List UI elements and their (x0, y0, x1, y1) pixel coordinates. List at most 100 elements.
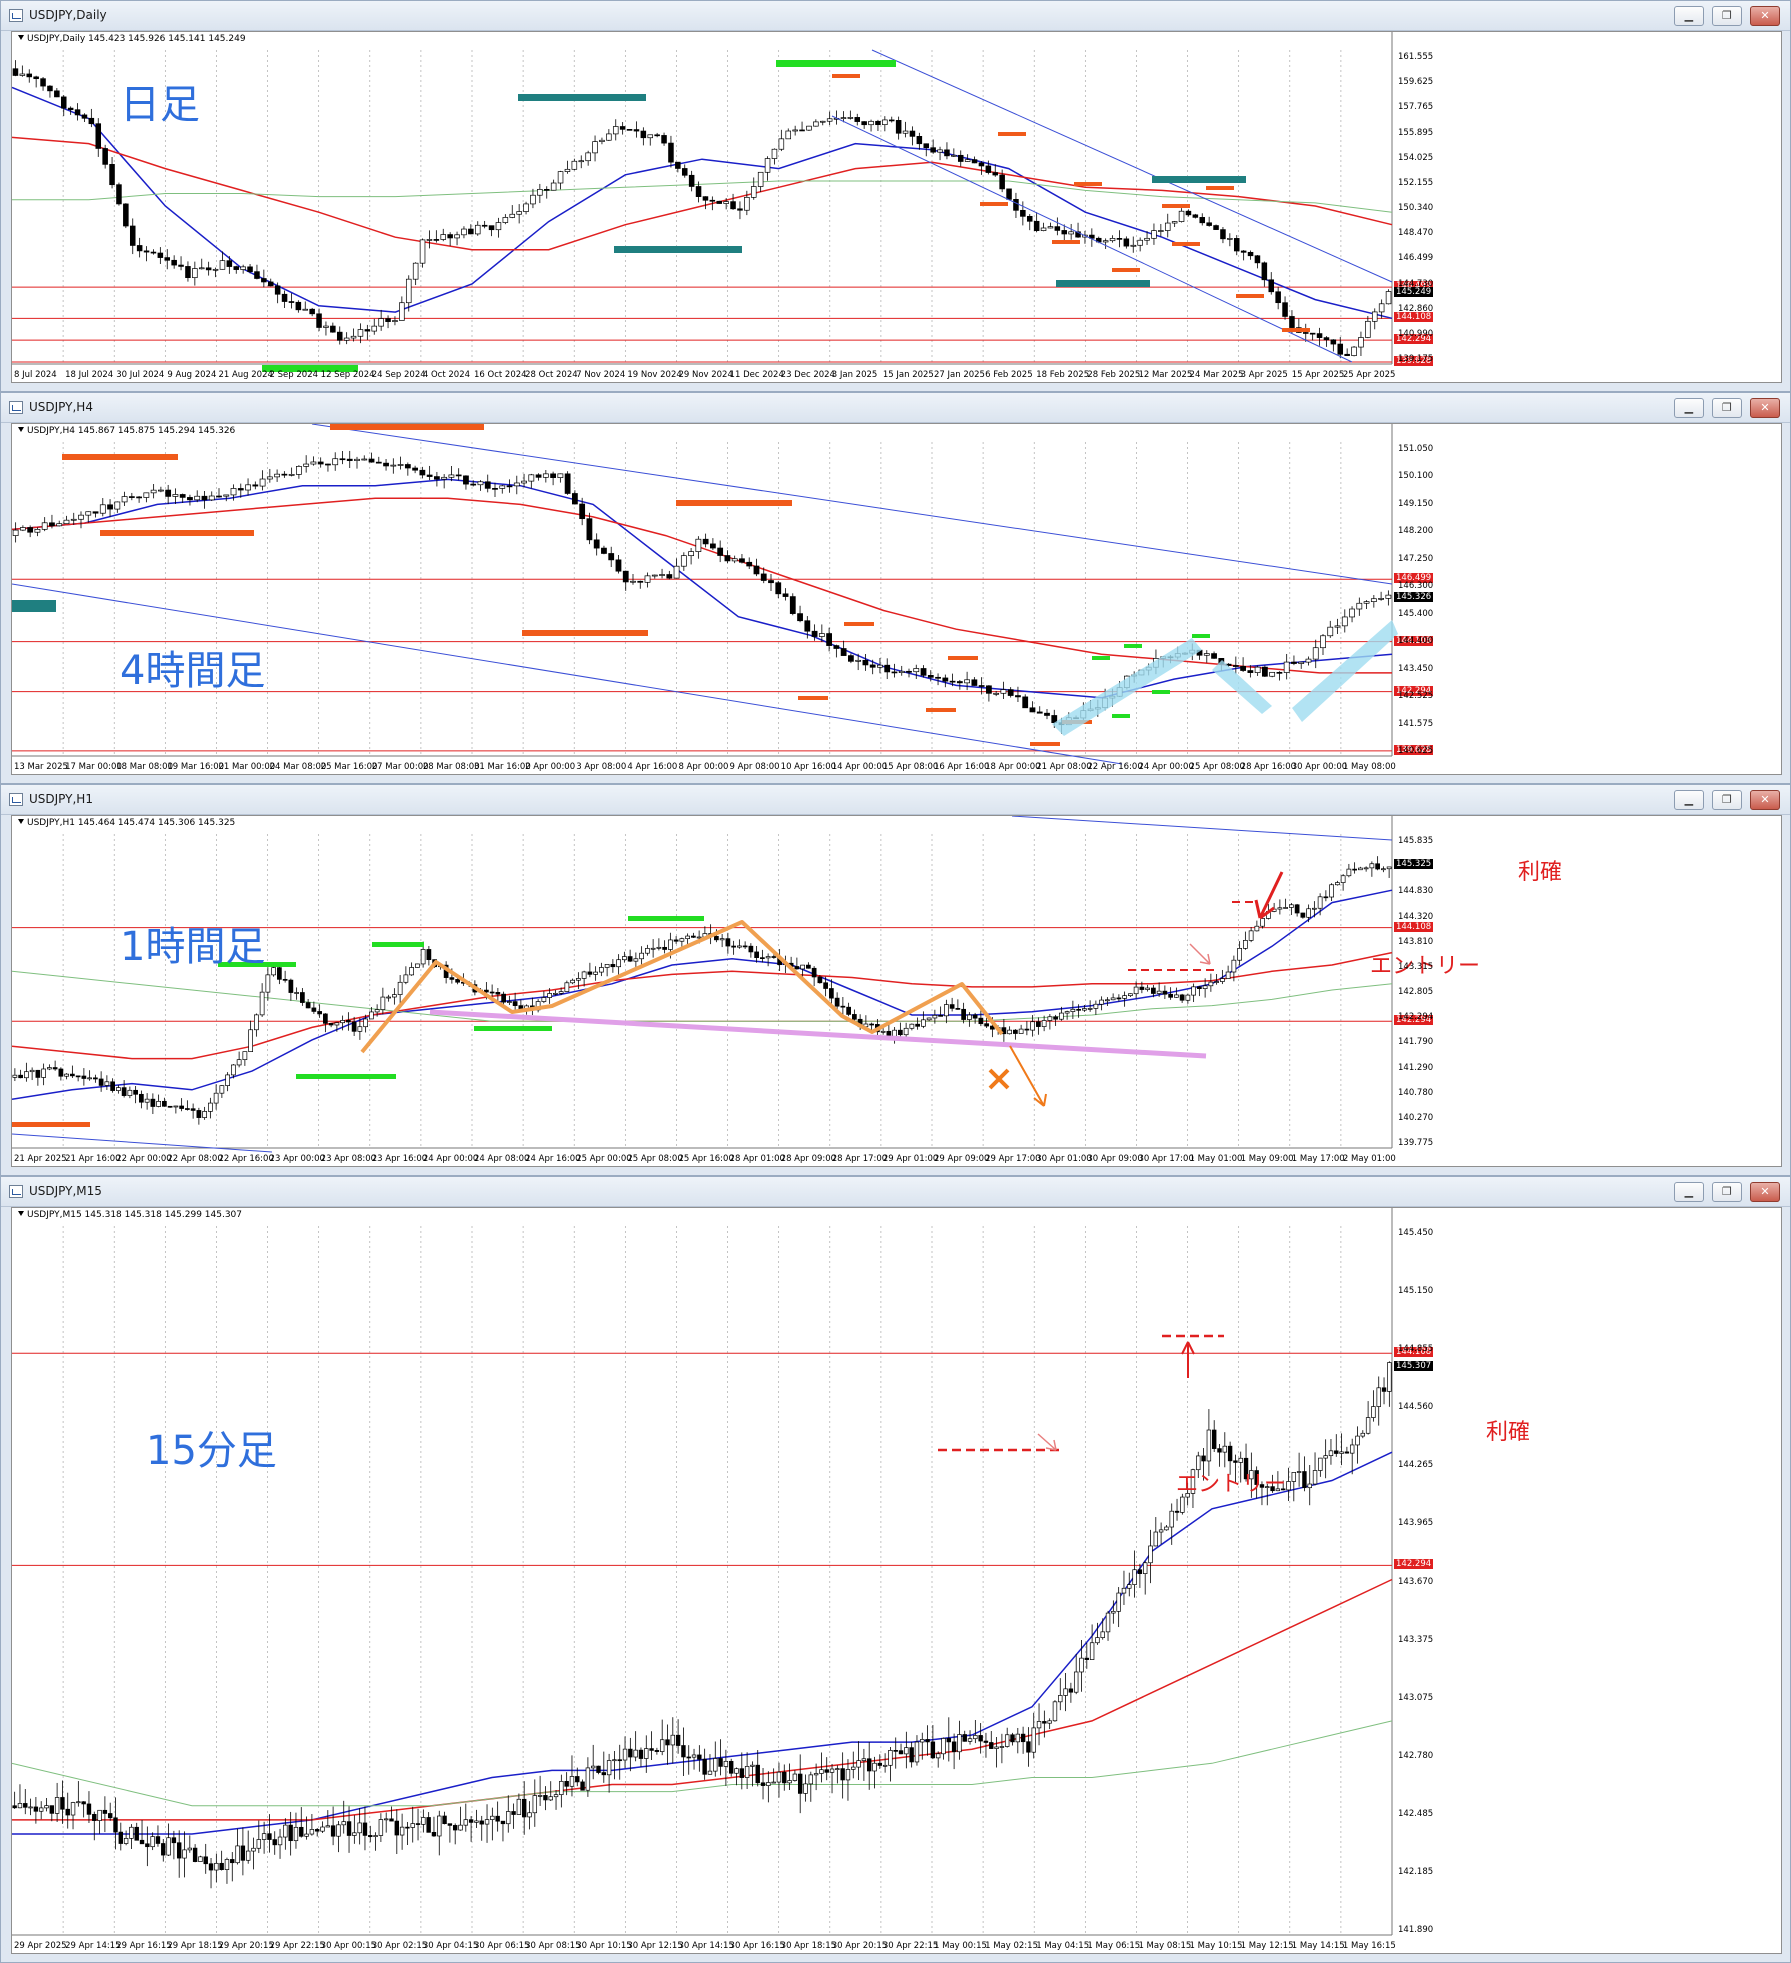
candle-body (330, 1825, 336, 1837)
zone-bar (522, 630, 648, 636)
candle-body (495, 1815, 500, 1822)
restore-button[interactable]: ❐ (1711, 790, 1742, 810)
candle-body (840, 648, 847, 656)
candle-body (608, 553, 615, 561)
price-chart[interactable]: USDJPY,Daily 145.423 145.926 145.141 145… (11, 31, 1782, 383)
chart-window-h4[interactable]: USDJPY,H4 ▁ ❐ ✕ USDJPY,H4 145.867 145.87… (0, 392, 1791, 784)
candle-body (840, 1005, 846, 1008)
candle-body (150, 489, 157, 494)
candle-body (1162, 990, 1168, 995)
candle-body (236, 1059, 242, 1066)
y-axis-label: 154.025 (1398, 152, 1434, 163)
candle-body (656, 946, 662, 949)
x-axis-label: 30 Apr 08:15 (525, 1941, 581, 1951)
candle-body (49, 1805, 55, 1814)
candle-body (323, 1013, 328, 1024)
candle-body (1132, 1569, 1137, 1585)
candle-body (1232, 665, 1239, 667)
x-axis-label: 23 Apr 16:00 (371, 1154, 428, 1164)
price-chart[interactable]: USDJPY,M15 145.318 145.318 145.299 145.3… (11, 1207, 1782, 1954)
candle-body (806, 125, 812, 131)
candle-body (145, 1843, 150, 1848)
close-button[interactable]: ✕ (1750, 398, 1780, 418)
candle-body (650, 947, 656, 950)
price-chart[interactable]: USDJPY,H1 145.464 145.474 145.306 145.32… (11, 815, 1782, 1167)
minimize-button[interactable]: ▁ (1673, 398, 1704, 418)
candle-body (1044, 712, 1050, 716)
candle-body (978, 1017, 984, 1025)
candle-body (557, 473, 564, 478)
candle-body (803, 1783, 808, 1794)
candle-body (1116, 238, 1123, 240)
candle-body (1261, 262, 1268, 281)
window-titlebar[interactable]: USDJPY,H4 ▁ ❐ ✕ (1, 393, 1790, 423)
candle-body (127, 1089, 133, 1096)
chart-window-m15[interactable]: USDJPY,M15 ▁ ❐ ✕ USDJPY,M15 145.318 145.… (0, 1176, 1791, 1963)
candle-body (419, 239, 426, 264)
wave-pattern-line (360, 920, 1004, 1054)
candle-body (892, 1029, 897, 1037)
candle-body (1015, 1733, 1021, 1743)
candle-body (1249, 1470, 1254, 1480)
candle-body (898, 1750, 904, 1755)
candle-body (259, 478, 266, 487)
candle-body (233, 266, 240, 270)
candle-body (731, 558, 738, 562)
restore-button[interactable]: ❐ (1711, 6, 1742, 26)
candle-body (364, 329, 371, 332)
candle-body (343, 337, 350, 341)
candle-body (202, 1111, 207, 1118)
candle-body (1282, 302, 1288, 317)
candle-body (941, 1738, 946, 1755)
restore-button[interactable]: ❐ (1711, 1182, 1742, 1202)
candle-body (357, 1026, 363, 1032)
chart-window-daily[interactable]: USDJPY,Daily ▁ ❐ ✕ USDJPY,Daily 145.423 … (0, 0, 1791, 392)
candle-body (512, 1001, 518, 1006)
close-button[interactable]: ✕ (1750, 790, 1780, 810)
x-axis-label: 1 May 16:15 (1342, 1941, 1396, 1951)
breakdown-arrow (1009, 1045, 1047, 1107)
trend-line (1011, 816, 1393, 841)
close-button[interactable]: ✕ (1750, 6, 1780, 26)
x-axis-label: 29 Apr 01:00 (882, 1154, 939, 1164)
window-titlebar[interactable]: USDJPY,M15 ▁ ❐ ✕ (1, 1177, 1790, 1207)
candle-body (1022, 696, 1029, 709)
minimize-button[interactable]: ▁ (1673, 6, 1704, 26)
candle-body (824, 1769, 829, 1773)
window-titlebar[interactable]: USDJPY,Daily ▁ ❐ ✕ (1, 1, 1790, 31)
candle-body (930, 147, 936, 153)
take-profit-arrow (1254, 871, 1284, 920)
y-axis-label: 144.265 (1398, 1460, 1434, 1471)
chart-window-h1[interactable]: USDJPY,H1 ▁ ❐ ✕ USDJPY,H1 145.464 145.47… (0, 784, 1791, 1176)
candle-body (509, 213, 516, 218)
candle-body (1079, 1657, 1084, 1673)
candle-body (645, 948, 650, 954)
window-titlebar[interactable]: USDJPY,H1 ▁ ❐ ✕ (1, 785, 1790, 815)
candle-body (956, 681, 963, 684)
x-axis-label: 1 May 08:00 (1342, 762, 1396, 772)
restore-button[interactable]: ❐ (1711, 398, 1742, 418)
candle-body (116, 1087, 121, 1091)
candle-body (1270, 1486, 1275, 1492)
resistance-marker (998, 132, 1026, 136)
y-axis-label: 143.375 (1398, 1634, 1434, 1645)
level-price-tag: 139.628 (1394, 356, 1434, 366)
price-chart[interactable]: USDJPY,H4 145.867 145.875 145.294 145.32… (11, 423, 1782, 775)
y-axis-label: 140.270 (1398, 1112, 1434, 1123)
minimize-button[interactable]: ▁ (1673, 790, 1704, 810)
candle-body (521, 480, 527, 484)
zone-bar (330, 424, 484, 430)
close-button[interactable]: ✕ (1750, 1182, 1780, 1202)
x-axis-label: 29 Apr 09:00 (934, 1154, 990, 1164)
level-price-tag: 139.628 (1394, 744, 1434, 755)
candle-body (1233, 1460, 1238, 1463)
candle-body (1225, 971, 1231, 979)
candle-body (575, 1776, 580, 1783)
minimize-button[interactable]: ▁ (1673, 1182, 1704, 1202)
candle-body (550, 182, 557, 191)
candle-body (474, 1820, 479, 1823)
candle-body (216, 495, 222, 498)
resistance-marker (1282, 328, 1310, 332)
candle-body (543, 1795, 548, 1801)
candle-body (906, 670, 912, 673)
